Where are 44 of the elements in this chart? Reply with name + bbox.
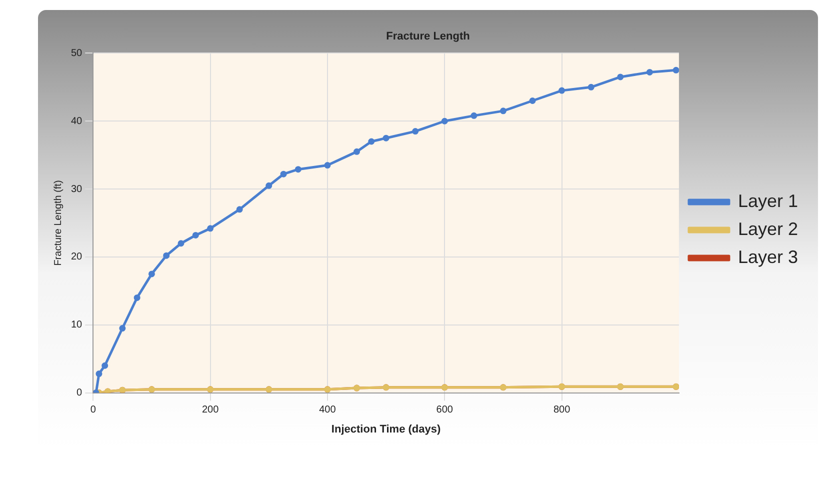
x-tick-label: 600: [436, 404, 454, 416]
chart-title: Fracture Length: [386, 30, 470, 43]
point: [646, 68, 653, 76]
x-tick-label: 200: [202, 404, 220, 416]
point: [148, 270, 155, 278]
point: [529, 97, 536, 104]
point: [617, 74, 624, 80]
x-tick-label: 800: [553, 404, 571, 416]
y-tick-label: 50: [71, 48, 83, 59]
point: [412, 128, 419, 135]
legend-label: Layer 3: [738, 246, 798, 267]
point: [96, 370, 102, 378]
point: [324, 162, 331, 169]
point: [119, 325, 126, 332]
point: [558, 87, 566, 94]
point: [134, 294, 140, 301]
y-tick-label: 0: [76, 388, 83, 399]
x-tick-label: 400: [319, 404, 336, 416]
point: [192, 232, 199, 238]
legend-label: Layer 1: [738, 190, 798, 211]
point: [280, 170, 287, 178]
legend-label: Layer 2: [738, 218, 798, 239]
y-tick-label: 30: [71, 184, 83, 195]
point: [500, 108, 506, 114]
point: [470, 112, 478, 119]
x-axis-title: Injection Time (days): [331, 423, 441, 436]
point: [354, 148, 360, 155]
point: [672, 66, 679, 74]
point: [207, 225, 214, 232]
point: [368, 138, 375, 145]
x-tick-label: 0: [90, 404, 96, 416]
point: [178, 240, 184, 247]
y-tick-label: 20: [71, 252, 83, 263]
point: [382, 134, 390, 142]
point: [266, 182, 272, 189]
y-tick-label: 10: [71, 320, 83, 331]
point: [163, 252, 170, 259]
point: [236, 206, 243, 213]
point: [102, 362, 108, 369]
y-axis-title: Fracture Length (ft): [52, 180, 64, 266]
point: [588, 84, 594, 90]
point: [441, 118, 448, 124]
y-tick-label: 40: [71, 116, 83, 127]
point: [294, 166, 302, 173]
